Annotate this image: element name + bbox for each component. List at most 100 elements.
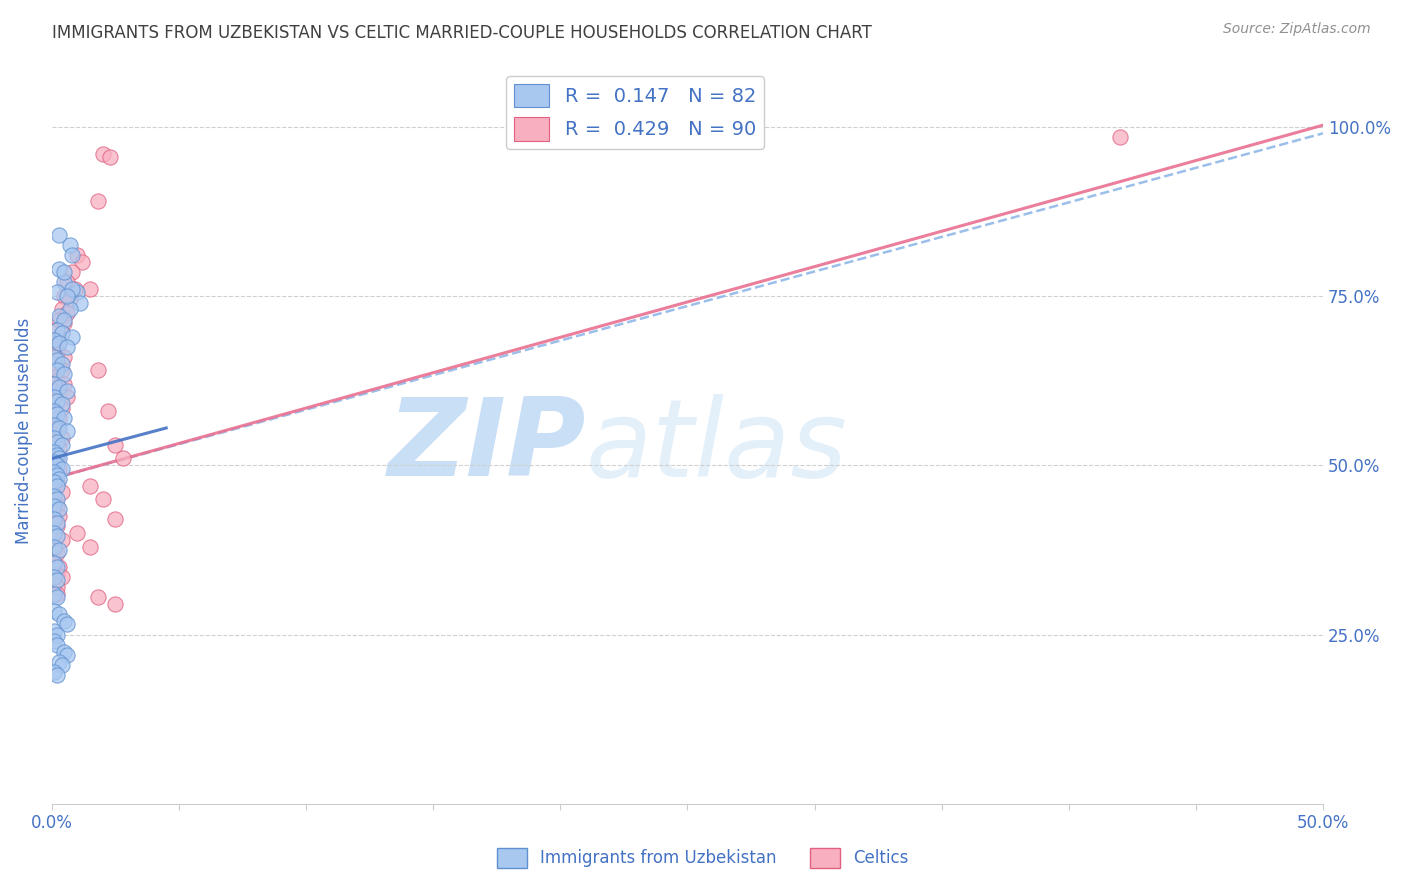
Point [97,404,120,418]
Point [45,346,67,360]
Point [44,444,66,458]
Point [45,546,67,560]
Point [45,492,67,507]
Point [45,285,67,300]
Point [48,451,70,466]
Y-axis label: Married-couple Households: Married-couple Households [15,318,32,544]
Point [44,438,66,452]
Point [72,255,94,269]
Point [48,655,70,669]
Point [44,417,66,432]
Point [56,648,79,662]
Point [86,363,108,377]
Point [66,248,89,262]
Point [44,448,66,462]
Text: ZIP: ZIP [388,393,586,500]
Point [45,421,67,435]
Point [51,570,73,584]
Point [51,438,73,452]
Point [44,570,66,584]
Point [48,472,70,486]
Point [53,289,76,303]
Point [45,359,67,374]
Point [58,292,80,306]
Point [104,512,127,526]
Point [44,333,66,347]
Point [48,442,70,456]
Point [48,336,70,351]
Point [44,516,66,530]
Point [44,458,66,473]
Point [44,333,66,347]
Point [66,526,89,541]
Point [48,380,70,394]
Text: Source: ZipAtlas.com: Source: ZipAtlas.com [1223,22,1371,37]
Point [45,529,67,543]
Point [44,540,66,554]
Point [45,559,67,574]
Point [56,384,79,398]
Point [53,316,76,330]
Point [44,357,66,371]
Point [63,282,86,296]
Point [44,499,66,513]
Point [58,238,80,252]
Point [51,485,73,500]
Point [53,644,76,658]
Point [58,302,80,317]
Point [45,434,67,449]
Point [44,495,66,509]
Point [53,350,76,364]
Point [44,431,66,445]
Point [48,336,70,351]
Point [48,410,70,425]
Point [56,425,79,439]
Point [51,363,73,377]
Point [51,431,73,445]
Point [44,427,66,442]
Point [44,624,66,639]
Point [45,627,67,641]
Point [45,458,67,473]
Point [44,391,66,405]
Point [45,323,67,337]
Point [48,543,70,558]
Point [48,387,70,401]
Point [45,468,67,483]
Point [56,276,79,290]
Point [45,353,67,368]
Point [51,326,73,340]
Point [86,194,108,208]
Point [104,438,127,452]
Point [45,475,67,490]
Point [48,421,70,435]
Point [45,519,67,533]
Point [45,516,67,530]
Point [45,574,67,588]
Point [44,384,66,398]
Point [44,465,66,479]
Point [44,529,66,543]
Point [44,665,66,679]
Point [44,576,66,591]
Point [45,408,67,422]
Point [48,559,70,574]
Point [51,302,73,317]
Point [45,638,67,652]
Point [51,658,73,673]
Point [45,668,67,682]
Point [91,146,114,161]
Point [56,391,79,405]
Point [53,376,76,391]
Point [44,489,66,503]
Point [60,265,83,279]
Point [79,282,101,296]
Point [44,408,66,422]
Point [45,448,67,462]
Point [56,306,79,320]
Point [45,363,67,377]
Point [53,367,76,381]
Point [48,461,70,475]
Point [45,397,67,411]
Point [51,357,73,371]
